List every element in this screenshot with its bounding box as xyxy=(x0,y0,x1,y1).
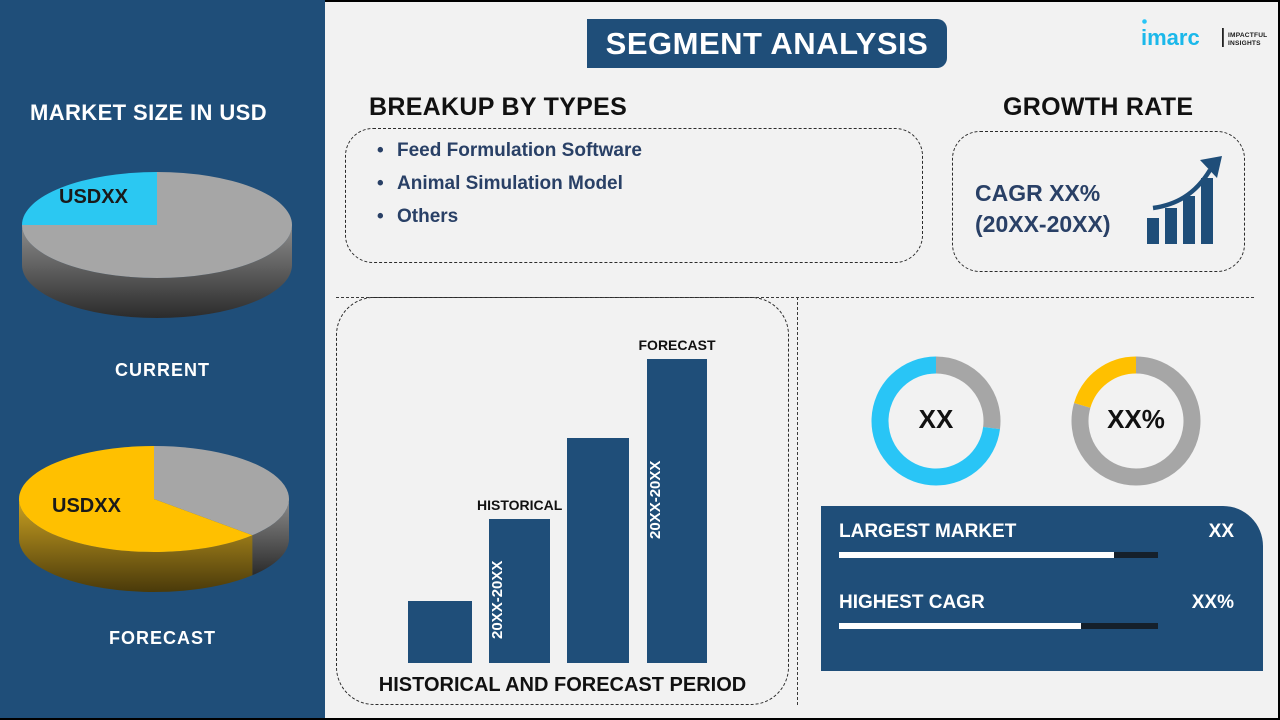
svg-text:USDXX: USDXX xyxy=(59,186,129,208)
svg-text:INSIGHTS: INSIGHTS xyxy=(1228,40,1261,47)
svg-text:USDXX: USDXX xyxy=(52,495,122,517)
svg-text:IMPACTFUL: IMPACTFUL xyxy=(1228,32,1267,39)
svg-text:imarc: imarc xyxy=(1142,25,1200,50)
